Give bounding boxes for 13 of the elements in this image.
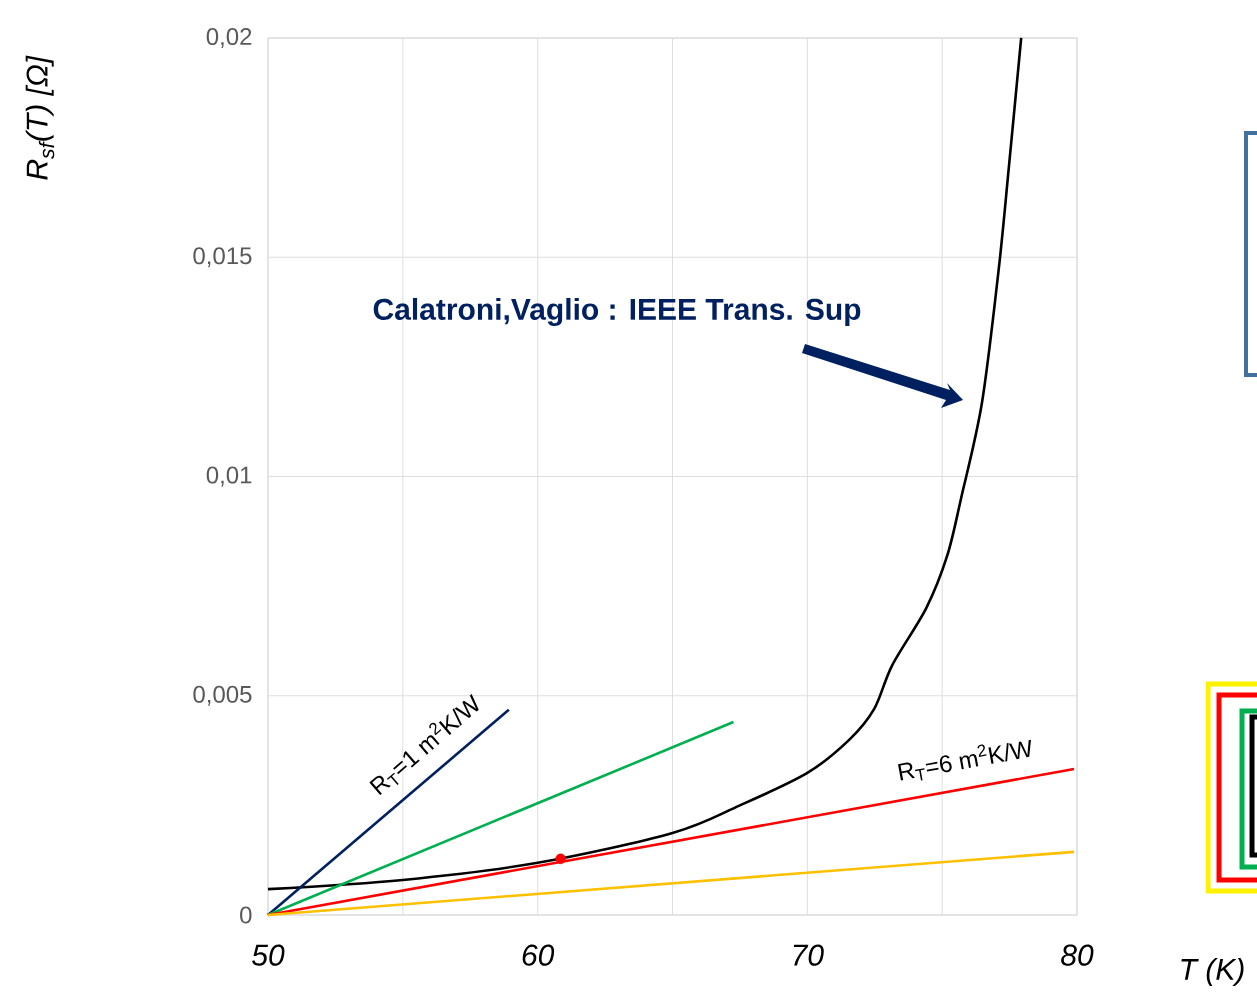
y-tick-label: 0,005 (193, 685, 252, 706)
y-tick-label: 0,01 (206, 466, 252, 487)
annotation: R$_{T}$=6 m$^{2}$K/W (898, 739, 1031, 781)
annotation: Calatroni,Vaglio : IEEE Trans. Sup (373, 297, 861, 327)
x-tick-label: 70 (793, 944, 824, 966)
x-tick-label: 60 (522, 944, 555, 966)
y-tick-label: 0,015 (193, 247, 252, 268)
y-tick-label: 0 (240, 906, 252, 924)
y-tick-label: 0,02 (206, 28, 252, 48)
x-axis-title: T (K) (1181, 958, 1244, 986)
text: R$_{sf}$(T) [Ω] (25, 55, 55, 180)
x-tick-label: 80 (1061, 944, 1094, 966)
x-tick-label: 50 (251, 944, 285, 966)
